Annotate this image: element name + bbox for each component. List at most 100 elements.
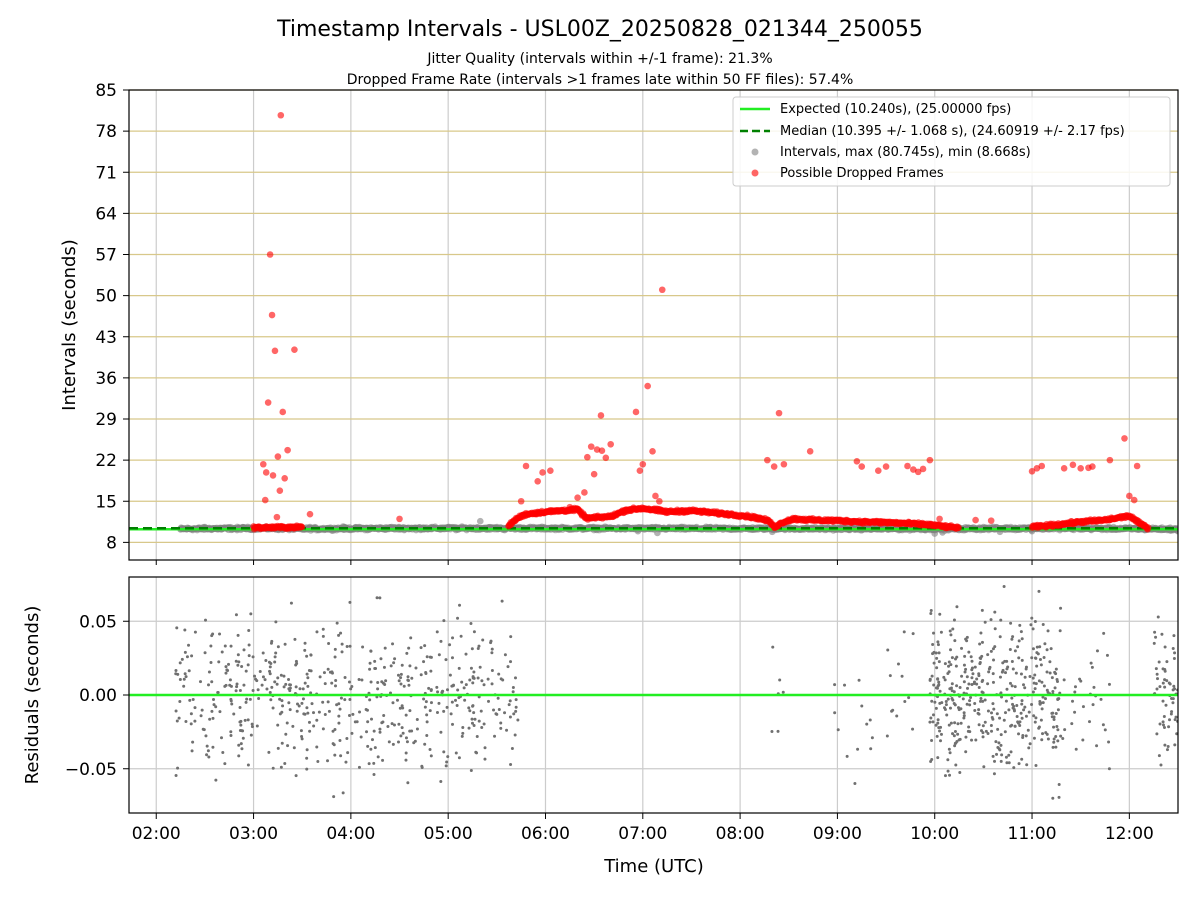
residual-point [1037, 726, 1041, 730]
residual-point [1019, 630, 1023, 634]
residual-point [189, 712, 193, 716]
residual-point [288, 683, 292, 687]
residual-point [955, 684, 959, 688]
residual-point [987, 670, 991, 674]
residual-point [307, 720, 311, 724]
residual-point [458, 603, 462, 607]
residual-point [980, 640, 984, 644]
residual-point [445, 705, 449, 709]
residual-point [204, 618, 208, 622]
residual-point [860, 704, 864, 708]
residual-point [1051, 690, 1055, 694]
residual-point [399, 672, 403, 676]
residual-point [469, 621, 473, 625]
top-y-tick-label: 36 [95, 369, 117, 389]
residual-point [1056, 708, 1060, 712]
residual-point [286, 744, 290, 748]
residual-point [954, 763, 958, 767]
residual-point [268, 672, 272, 676]
residual-point [1041, 701, 1045, 705]
residual-point [260, 683, 264, 687]
residual-point [991, 672, 995, 676]
residual-point [928, 720, 932, 724]
residual-point [1059, 734, 1063, 738]
residual-point [374, 667, 378, 671]
residual-point [1035, 645, 1039, 649]
residual-point [340, 642, 344, 646]
residual-point [950, 696, 954, 700]
residual-point [237, 660, 241, 664]
residual-point [973, 665, 977, 669]
residual-point [236, 633, 240, 637]
residual-point [981, 678, 985, 682]
residual-point [959, 721, 963, 725]
residual-point [178, 699, 182, 703]
residual-point [321, 700, 325, 704]
residual-point [207, 755, 211, 759]
dropped-frame-point [649, 448, 656, 455]
residual-point [970, 676, 974, 680]
top-y-tick-label: 64 [95, 204, 117, 224]
residual-point [185, 655, 189, 659]
residual-point [276, 723, 280, 727]
residual-point [1159, 763, 1163, 767]
residual-point [514, 709, 518, 713]
residual-point [267, 750, 271, 754]
residual-point [944, 699, 948, 703]
residual-point [305, 672, 309, 676]
residual-point [1007, 761, 1011, 765]
residual-point [1173, 718, 1177, 722]
residual-point [975, 677, 979, 681]
residual-point [429, 701, 433, 705]
residual-point [1004, 699, 1008, 703]
residual-point [337, 714, 341, 718]
residual-point [423, 742, 427, 746]
residual-point [1055, 678, 1059, 682]
residual-point [510, 747, 514, 751]
residual-point [490, 682, 494, 686]
residual-point [241, 729, 245, 733]
residual-point [993, 645, 997, 649]
residual-point [448, 643, 452, 647]
residual-point [948, 629, 952, 633]
residual-point [937, 726, 941, 730]
residual-point [427, 686, 431, 690]
residual-point [207, 683, 211, 687]
residual-point [833, 711, 837, 715]
residual-point [857, 678, 861, 682]
legend-intervals-label: Intervals, max (80.745s), min (8.668s) [780, 145, 1031, 160]
residual-point [511, 690, 515, 694]
residual-point [250, 725, 254, 729]
residual-point [1161, 681, 1165, 685]
dropped-frame-point [770, 463, 778, 470]
residual-point [439, 779, 443, 783]
residual-point [381, 758, 385, 762]
residual-point [1024, 714, 1028, 718]
residual-point [287, 701, 291, 705]
residual-point [450, 656, 454, 660]
residual-point [1043, 697, 1047, 701]
residual-point [1062, 678, 1066, 682]
residual-point [300, 737, 304, 741]
residual-point [282, 685, 286, 689]
residual-point [958, 686, 962, 690]
residual-point [956, 706, 960, 710]
residual-point [947, 664, 951, 668]
residual-point [1029, 623, 1033, 627]
residual-point [956, 732, 960, 736]
residual-point [940, 701, 944, 705]
residual-point [240, 665, 244, 669]
residual-point [964, 735, 968, 739]
residual-point [911, 632, 915, 636]
residual-point [1033, 619, 1037, 623]
residual-point [206, 749, 210, 753]
residual-point [451, 722, 455, 726]
residual-point [379, 657, 383, 661]
residual-point [174, 669, 178, 673]
residual-point [437, 653, 441, 657]
residual-point [928, 678, 932, 682]
residual-point [182, 677, 186, 681]
residual-point [270, 685, 274, 689]
residual-point [1156, 615, 1160, 619]
residual-point [234, 659, 238, 663]
